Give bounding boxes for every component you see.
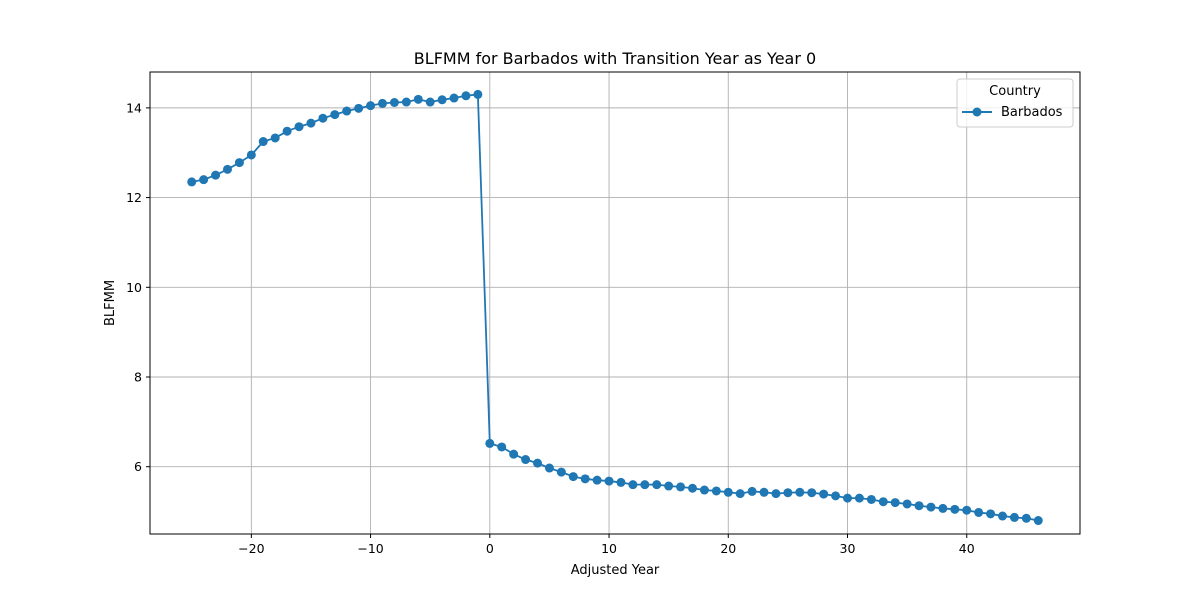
x-tick-label: 40: [959, 541, 975, 556]
plot-frame: [149, 71, 1081, 535]
data-point: [270, 133, 280, 143]
x-tick-label: 20: [720, 541, 736, 556]
data-point: [866, 494, 876, 504]
data-point: [986, 509, 996, 519]
y-tick-label: 12: [126, 190, 142, 205]
data-point: [1033, 516, 1043, 526]
data-point: [521, 455, 531, 465]
data-point: [652, 480, 662, 490]
y-axis-label: BLFMM: [103, 280, 118, 326]
grid: [150, 72, 1080, 534]
data-point: [306, 118, 316, 128]
x-tick-label: 10: [601, 541, 617, 556]
data-point: [425, 97, 435, 107]
legend-title: Country: [989, 84, 1041, 99]
data-point: [878, 497, 888, 507]
data-point: [199, 175, 209, 185]
data-point: [318, 113, 328, 123]
data-point: [437, 95, 447, 105]
y-tick-label: 14: [126, 100, 142, 115]
data-point: [378, 98, 387, 108]
x-axis-label: Adjusted Year: [571, 563, 660, 578]
data-point: [330, 110, 340, 120]
data-point: [473, 89, 483, 99]
data-point: [211, 170, 221, 180]
data-point: [640, 480, 650, 490]
data-point: [544, 463, 554, 473]
data-point: [807, 488, 817, 498]
data-point: [294, 122, 304, 132]
data-point: [759, 487, 769, 497]
data-point: [890, 498, 900, 508]
data-point: [676, 482, 686, 492]
data-point: [998, 511, 1007, 521]
data-point: [783, 488, 793, 498]
data-point: [568, 472, 578, 482]
data-point: [234, 158, 244, 168]
data-point: [497, 442, 507, 452]
data-point: [843, 493, 852, 503]
data-point: [342, 106, 352, 116]
data-point: [389, 98, 399, 107]
x-tick-label: 30: [840, 541, 856, 556]
data-point: [819, 489, 829, 499]
data-point: [795, 487, 805, 497]
chart-title: BLFMM for Barbados with Transition Year …: [414, 49, 816, 68]
data-point: [962, 505, 972, 515]
data-point: [664, 481, 674, 491]
data-point: [711, 486, 721, 496]
data-point: [914, 501, 924, 511]
y-tick-label: 6: [134, 459, 142, 474]
data-point: [831, 491, 841, 501]
data-point: [854, 493, 864, 503]
data-point: [926, 502, 936, 512]
data-point: [628, 480, 638, 490]
legend-point-marker: [972, 107, 982, 117]
data-point: [246, 150, 256, 160]
data-point: [556, 467, 566, 477]
data-point: [509, 449, 519, 459]
data-point: [533, 458, 542, 468]
data-point: [938, 503, 948, 513]
data-point: [735, 489, 745, 499]
data-point: [401, 97, 411, 107]
data-point: [723, 487, 733, 497]
data-point: [366, 101, 376, 111]
data-point: [616, 477, 626, 487]
data-point: [258, 137, 268, 147]
data-point: [413, 94, 423, 104]
data-point: [592, 475, 602, 485]
ticks: −20 −10 0 10 20 30 40 6 8 10 12 14: [126, 100, 975, 556]
data-point: [580, 474, 590, 484]
data-point: [604, 476, 614, 486]
data-point: [485, 438, 495, 448]
data-point: [187, 177, 197, 187]
data-point: [688, 483, 697, 493]
data-point: [1009, 512, 1019, 522]
data-point: [449, 93, 459, 103]
data-point: [461, 91, 471, 101]
data-point: [902, 499, 912, 509]
legend-box: [956, 78, 1074, 128]
y-tick-label: 8: [134, 370, 142, 385]
data-point: [747, 486, 757, 496]
legend: Country Barbados: [956, 78, 1074, 128]
legend-series-label: Barbados: [1001, 105, 1063, 120]
x-tick-label: −20: [238, 541, 264, 556]
y-tick-label: 10: [126, 280, 142, 295]
data-point: [354, 103, 364, 113]
data-point: [699, 485, 709, 495]
x-tick-label: 0: [486, 541, 494, 556]
data-point: [223, 164, 232, 174]
x-tick-label: −10: [357, 541, 383, 556]
data-point: [282, 126, 292, 136]
data-point: [950, 504, 960, 514]
data-point: [771, 489, 781, 499]
series-layer: [187, 89, 1043, 526]
data-point: [1021, 513, 1031, 523]
data-point: [974, 507, 984, 517]
